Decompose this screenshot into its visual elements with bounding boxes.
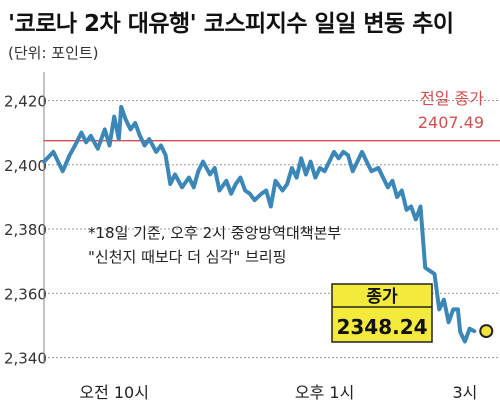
y-tick-label-2360: 2,360 bbox=[4, 285, 47, 303]
unit-label: (단위: 포인트) bbox=[8, 44, 99, 62]
previous-close-value: 2407.49 bbox=[418, 113, 484, 132]
y-tick-label-2380: 2,380 bbox=[4, 221, 47, 239]
close-label-box bbox=[331, 283, 433, 343]
y-tick-label-2340: 2,340 bbox=[4, 350, 47, 368]
x-tick-label-60: 오전 10시 bbox=[79, 383, 149, 402]
x-tick-label-360: 3시 bbox=[452, 383, 477, 402]
kospi-series-line bbox=[42, 104, 477, 344]
chart-title: '코로나 2차 대유행' 코스피지수 일일 변동 추이 bbox=[8, 11, 454, 37]
annotation-line-1: *18일 기준, 오후 2시 중앙방역대책본부 bbox=[88, 224, 341, 242]
close-label-value: 2348.24 bbox=[336, 315, 427, 339]
y-tick-label-2400: 2,400 bbox=[4, 157, 47, 175]
y-tick-label-2420: 2,420 bbox=[4, 92, 47, 110]
close-point-marker bbox=[479, 324, 494, 339]
previous-close-label: 전일 종가 bbox=[420, 89, 484, 108]
annotation-line-2: "신천지 때보다 더 심각" 브리핑 bbox=[88, 248, 286, 266]
close-label-title: 종가 bbox=[366, 287, 398, 307]
x-tick-label-240: 오후 1시 bbox=[295, 383, 354, 402]
